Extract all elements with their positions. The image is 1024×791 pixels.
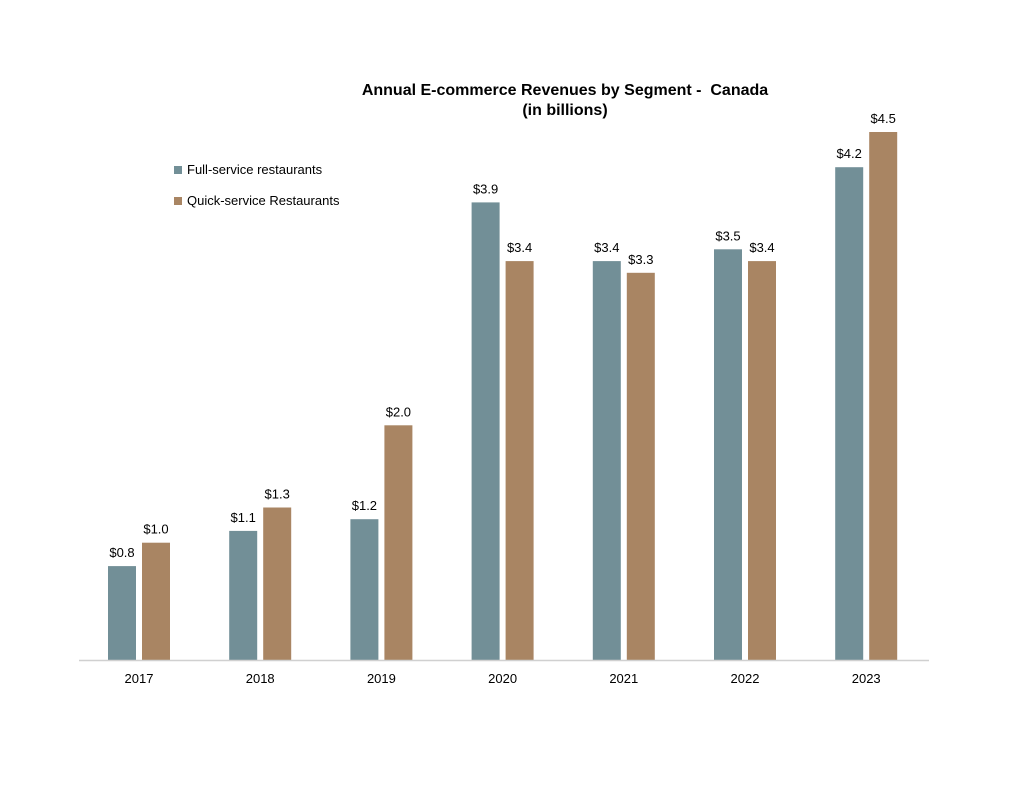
legend-label-quick-service: Quick-service Restaurants <box>187 193 340 208</box>
x-tick-label-2017: 2017 <box>125 671 154 686</box>
value-label-quick-service-2018: $1.3 <box>265 487 290 502</box>
bar-quick-service-2022 <box>748 261 776 660</box>
legend-label-full-service: Full-service restaurants <box>187 162 323 177</box>
x-tick-label-2023: 2023 <box>852 671 881 686</box>
bar-full-service-2021 <box>592 261 621 660</box>
legend-swatch-quick-service <box>174 197 182 205</box>
legend-swatch-full-service <box>174 166 182 174</box>
bar-full-service-2017 <box>108 566 136 660</box>
bar-quick-service-2023 <box>869 132 898 660</box>
value-label-quick-service-2022: $3.4 <box>749 240 774 255</box>
bar-quick-service-2018 <box>263 507 292 660</box>
value-label-quick-service-2021: $3.3 <box>628 252 653 267</box>
x-tick-label-2022: 2022 <box>731 671 760 686</box>
chart-subtitle: (in billions) <box>522 102 608 119</box>
x-tick-label-2021: 2021 <box>609 671 638 686</box>
value-label-quick-service-2017: $1.0 <box>143 522 168 537</box>
chart-title: Annual E-commerce Revenues by Segment - … <box>0 81 1024 121</box>
chart-title-text: Annual E-commerce Revenues by Segment - … <box>361 82 769 99</box>
value-label-full-service-2018: $1.1 <box>231 510 256 525</box>
bar-quick-service-2019 <box>384 425 413 660</box>
value-label-full-service-2023: $4.2 <box>837 146 862 161</box>
x-tick-label-2018: 2018 <box>246 671 275 686</box>
bar-quick-service-2021 <box>626 272 655 660</box>
x-tick-label-2020: 2020 <box>488 671 517 686</box>
bar-full-service-2022 <box>714 249 742 661</box>
x-tick-label-2019: 2019 <box>367 671 396 686</box>
value-label-quick-service-2023: $4.5 <box>871 111 896 126</box>
value-label-full-service-2020: $3.9 <box>473 181 498 196</box>
value-label-quick-service-2019: $2.0 <box>386 404 411 419</box>
bar-quick-service-2017 <box>142 542 170 660</box>
value-label-full-service-2021: $3.4 <box>594 240 619 255</box>
value-label-quick-service-2020: $3.4 <box>507 240 532 255</box>
bar-full-service-2018 <box>229 530 258 660</box>
bar-full-service-2020 <box>471 202 500 660</box>
value-label-full-service-2022: $3.5 <box>715 228 740 243</box>
bar-quick-service-2020 <box>505 261 534 660</box>
bar-full-service-2019 <box>350 519 379 660</box>
value-label-full-service-2019: $1.2 <box>352 498 377 513</box>
value-label-full-service-2017: $0.8 <box>109 545 134 560</box>
bar-full-service-2023 <box>835 167 864 660</box>
